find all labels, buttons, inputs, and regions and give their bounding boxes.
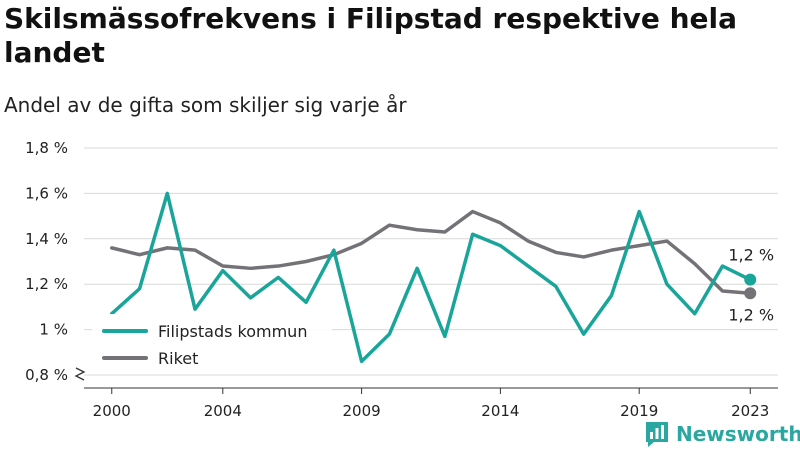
brand-logo: Newsworthy xyxy=(644,419,800,449)
newsworthy-logo-icon xyxy=(646,422,668,447)
series-end-markers: 1,2 % 1,2 % xyxy=(728,246,774,325)
x-tick-label: 2004 xyxy=(204,402,242,420)
legend-label-1: Riket xyxy=(158,349,198,368)
end-label-1: 1,2 % xyxy=(728,305,774,324)
legend: Filipstads kommun Riket xyxy=(92,314,332,374)
chart-title: Skilsmässofrekvens i Filipstad respektiv… xyxy=(4,2,738,69)
series-line-0 xyxy=(110,191,752,364)
series-line-1 xyxy=(110,209,752,296)
y-tick-label: 1 % xyxy=(39,321,68,339)
x-tick-label: 2000 xyxy=(93,402,131,420)
y-tick-label: 0,8 % xyxy=(25,366,68,384)
end-marker-1 xyxy=(744,287,757,300)
brand-name: Newsworthy xyxy=(676,422,800,446)
legend-background xyxy=(92,314,332,374)
end-label-0: 1,2 % xyxy=(728,246,774,265)
y-axis-ticks: 0,8 % 1 % 1,2 % 1,4 % 1,6 % 1,8 % xyxy=(25,139,68,384)
y-tick-label: 1,2 % xyxy=(25,275,68,293)
y-tick-label: 1,4 % xyxy=(25,230,68,248)
y-tick-label: 1,8 % xyxy=(25,139,68,157)
legend-label-0: Filipstads kommun xyxy=(158,322,307,341)
axis-break-icon xyxy=(74,367,86,381)
y-tick-label: 1,6 % xyxy=(25,184,68,202)
x-tick-label: 2009 xyxy=(343,402,381,420)
x-axis-ticks: 2000 2004 2009 2014 2019 2023 xyxy=(93,388,769,420)
x-tick-label: 2014 xyxy=(481,402,519,420)
chart-subtitle: Andel av de gifta som skiljer sig varje … xyxy=(4,93,407,117)
x-tick-label: 2023 xyxy=(731,402,769,420)
x-tick-label: 2019 xyxy=(620,402,658,420)
series-lines xyxy=(110,191,752,364)
end-marker-0 xyxy=(744,273,757,286)
